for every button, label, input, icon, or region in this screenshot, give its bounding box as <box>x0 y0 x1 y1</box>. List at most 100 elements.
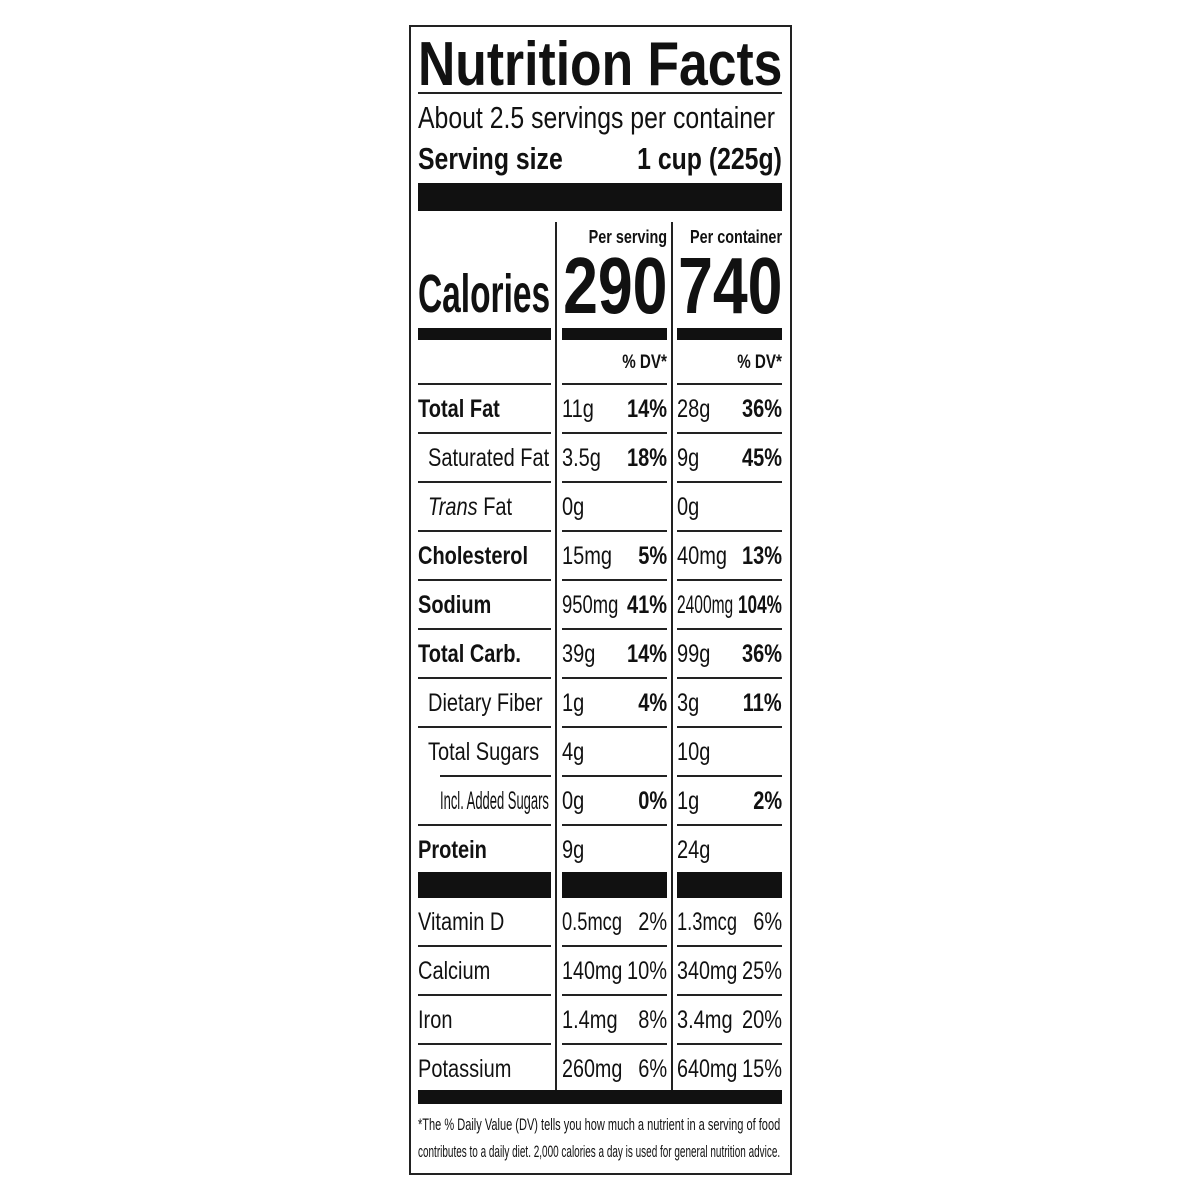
amount-container: 0g <box>677 492 705 522</box>
amount-serving: 260mg <box>562 1054 638 1084</box>
dv-container-text: 36% <box>741 640 782 668</box>
nutrient-label-text: Sodium <box>418 591 492 619</box>
row-divider <box>677 994 782 996</box>
amount-container: 3.4mg <box>677 1005 746 1035</box>
dv-serving-text: 4% <box>638 689 667 717</box>
dv-container: 25% <box>732 956 782 986</box>
nutrient-label: Protein <box>418 835 504 865</box>
amount-serving: 9g <box>562 835 590 865</box>
amount-container-text: 9g <box>677 444 700 472</box>
label-title: Nutrition Facts <box>418 30 783 99</box>
dv-container: 6% <box>746 907 782 937</box>
dv-serving: 2% <box>631 907 667 937</box>
amount-container-text: 340mg <box>677 957 738 985</box>
footnote-line: *The % Daily Value (DV) tells you how mu… <box>418 1115 781 1134</box>
section-bar <box>677 872 782 898</box>
amount-container-text: 3.4mg <box>677 1006 733 1034</box>
row-divider <box>677 432 782 434</box>
dv-serving-text: 2% <box>638 908 667 936</box>
row-divider <box>418 383 551 385</box>
amount-serving-text: 140mg <box>562 957 623 985</box>
amount-container-text: 3g <box>677 689 700 717</box>
dv-container-text: 11% <box>743 689 782 717</box>
row-divider <box>418 628 551 630</box>
amount-container-text: 99g <box>677 640 711 668</box>
vitamin-label-text: Calcium <box>418 957 491 985</box>
column-divider <box>671 222 673 1090</box>
serving-size: Serving size 1 cup (225g) <box>418 140 782 178</box>
amount-container: 9g <box>677 443 705 473</box>
dv-container-text: 104% <box>738 591 782 619</box>
amount-serving-text: 11g <box>562 395 594 423</box>
amount-container: 1.3mcg <box>677 907 759 937</box>
amount-serving: 0.5mcg <box>562 907 644 937</box>
amount-serving-text: 0g <box>562 787 585 815</box>
row-divider <box>677 677 782 679</box>
row-divider <box>440 775 551 777</box>
amount-serving: 950mg <box>562 590 638 620</box>
amount-container: 340mg <box>677 956 753 986</box>
amount-serving: 3.5g <box>562 443 611 473</box>
dv-serving: 14% <box>617 639 667 669</box>
row-divider <box>562 775 667 777</box>
nutrition-facts-label <box>409 25 792 1175</box>
dv-serving-text: 41% <box>626 591 667 619</box>
nutrient-label: Trans Fat <box>428 492 533 522</box>
vitamin-label: Iron <box>418 1005 461 1035</box>
dv-container-text: 6% <box>753 908 782 936</box>
amount-serving: 4g <box>562 737 590 767</box>
row-divider <box>677 530 782 532</box>
vitamin-label-text: Iron <box>418 1006 453 1034</box>
amount-serving: 140mg <box>562 956 638 986</box>
calories-per-container: 740 <box>677 241 782 330</box>
dv-serving: 18% <box>617 443 667 473</box>
amount-container: 28g <box>677 394 719 424</box>
dv-container: 20% <box>732 1005 782 1035</box>
dv-serving-text: 5% <box>638 542 667 570</box>
amount-serving-text: 9g <box>562 836 585 864</box>
row-divider <box>562 945 667 947</box>
serving-size-label: Serving size <box>418 141 563 176</box>
amount-container: 3g <box>677 688 705 718</box>
row-divider <box>418 945 551 947</box>
dv-container-text: 45% <box>741 444 782 472</box>
section-bar <box>562 872 667 898</box>
dv-serving-text: 0% <box>638 787 667 815</box>
dv-container-text: 15% <box>741 1055 782 1083</box>
dv-serving: 0% <box>631 786 667 816</box>
row-divider <box>418 481 551 483</box>
calories-bar <box>418 328 551 340</box>
row-divider <box>418 432 551 434</box>
nutrient-label: Dietary Fiber <box>428 688 571 718</box>
dv-serving-text: 14% <box>626 640 667 668</box>
dv-container: 36% <box>732 639 782 669</box>
nutrient-label-text: Cholesterol <box>418 542 529 570</box>
vitamin-label: Potassium <box>418 1054 535 1084</box>
row-divider <box>562 824 667 826</box>
amount-container-text: 1.3mcg <box>677 908 738 936</box>
row-divider <box>562 726 667 728</box>
row-divider <box>677 775 782 777</box>
serving-size-value: 1 cup (225g) <box>637 141 782 176</box>
per-container-header: Per container <box>689 227 782 247</box>
bottom-bar <box>418 1090 782 1104</box>
nutrient-label-text: Saturated Fat <box>428 444 550 472</box>
row-divider <box>418 530 551 532</box>
amount-serving-text: 0.5mcg <box>562 908 623 936</box>
dv-serving-text: 14% <box>626 395 667 423</box>
row-divider <box>418 726 551 728</box>
section-bar <box>418 872 551 898</box>
dv-container: 11% <box>733 688 782 718</box>
dv-header-container: % DV* <box>737 352 782 373</box>
calories-bar <box>677 328 782 340</box>
dv-container: 104% <box>718 590 782 620</box>
amount-serving-text: 950mg <box>562 591 619 619</box>
amount-serving-text: 1g <box>562 689 585 717</box>
row-divider <box>418 579 551 581</box>
amount-serving-text: 3.5g <box>562 444 601 472</box>
nutrient-label-text: Dietary Fiber <box>428 689 543 717</box>
amount-serving: 39g <box>562 639 604 669</box>
amount-serving: 0g <box>562 492 590 522</box>
amount-container-text: 24g <box>677 836 711 864</box>
servings-per-container: About 2.5 servings per container <box>418 100 776 135</box>
